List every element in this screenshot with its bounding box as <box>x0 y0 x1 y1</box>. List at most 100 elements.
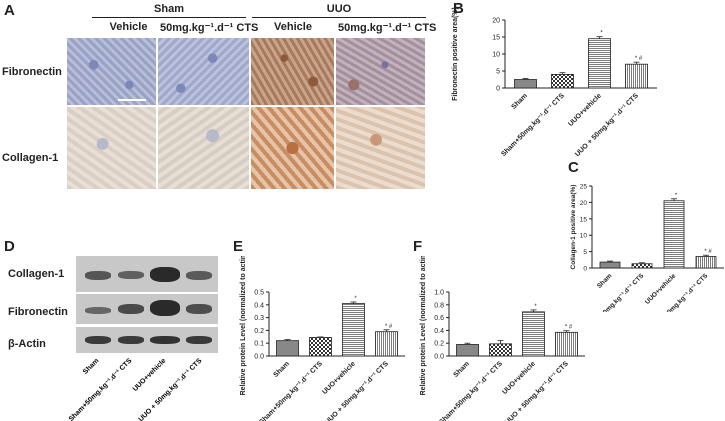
blot-band <box>118 271 144 279</box>
group-line-sham <box>92 17 246 18</box>
blot-band <box>150 267 180 282</box>
y-tick-label: 0.4 <box>434 328 444 335</box>
category-label: UUO+vehicle <box>567 92 603 128</box>
row-label-fibronectin: Fibronectin <box>2 66 62 78</box>
blot-lane-label: Sham+50mg.kg⁻¹.d⁻¹ CTS <box>68 357 134 421</box>
category-label: Sham+50mg.kg⁻¹.d⁻¹ CTS <box>500 92 566 158</box>
histology-uuo-vehicle-fibronectin <box>250 37 335 106</box>
blot-band <box>85 336 111 344</box>
panel-f-letter: F <box>413 238 423 255</box>
y-tick-label: 0 <box>583 266 587 273</box>
significance-marker: * # <box>565 325 573 331</box>
panel-c-letter: C <box>568 159 579 176</box>
bar <box>695 256 717 269</box>
blot-strip-collagen <box>76 256 218 292</box>
bar <box>522 311 545 357</box>
y-tick-label: 15 <box>580 216 588 223</box>
bar <box>551 74 574 89</box>
blot-strip-actin <box>76 327 218 353</box>
blot-band <box>118 304 144 314</box>
blot-lane-label: UUO+vehicle <box>132 357 168 393</box>
y-axis-label: Relative protein Level (normalized to ac… <box>240 256 247 395</box>
bar <box>489 343 512 357</box>
col-label-4: 50mg.kg⁻¹.d⁻¹ CTS <box>338 22 437 34</box>
category-label: UUO + 50mg.kg⁻¹.d⁻¹ CTS <box>504 360 570 421</box>
blot-band <box>186 304 212 314</box>
histology-sham-vehicle-fibronectin <box>66 37 157 106</box>
y-axis-label: Relative protein Level (normalized to ac… <box>420 256 427 395</box>
y-tick-label: 0 <box>496 86 500 93</box>
y-tick-label: 0.2 <box>254 328 264 335</box>
bar <box>276 340 299 357</box>
blot-label-collagen: Collagen-1 <box>8 268 65 280</box>
histology-uuo-vehicle-collagen <box>250 106 335 190</box>
y-tick-label: 10 <box>580 233 588 240</box>
blot-lane-label: Sham <box>82 357 100 375</box>
histology-sham-vehicle-collagen <box>66 106 157 190</box>
panel-b-letter: B <box>453 0 464 17</box>
bar <box>625 63 648 89</box>
category-label: Sham <box>272 360 290 378</box>
y-tick-label: 20 <box>580 200 588 207</box>
blot-band <box>118 336 144 344</box>
category-label: Sham <box>452 360 470 378</box>
y-tick-label: 0.6 <box>434 315 444 322</box>
significance-marker: * <box>354 296 357 302</box>
blot-band <box>85 271 111 280</box>
col-label-1: Vehicle <box>109 21 148 33</box>
row-label-collagen: Collagen-1 <box>2 152 59 164</box>
y-tick-label: 0.4 <box>254 302 264 309</box>
significance-marker: * <box>600 31 603 37</box>
significance-marker: * <box>675 193 678 199</box>
col-label-3: Vehicle <box>274 21 312 33</box>
bar <box>599 261 621 269</box>
blot-band <box>186 336 212 344</box>
y-axis-label: Fibronectin positive area(%) <box>452 7 459 101</box>
y-tick-label: 0.3 <box>254 315 264 322</box>
bar <box>588 38 611 89</box>
panel-e-letter: E <box>233 238 244 255</box>
col-label-2: 50mg.kg⁻¹.d⁻¹ CTS <box>160 22 259 34</box>
bar <box>514 79 537 89</box>
y-axis-label: Collagen-1 positive area(%) <box>570 185 577 270</box>
group-label-sham: Sham <box>154 3 184 15</box>
histology-uuo-cts-collagen <box>335 106 426 190</box>
category-label: UUO+vehicle <box>644 272 678 306</box>
y-tick-label: 25 <box>580 184 588 191</box>
histology-sham-cts-collagen <box>157 106 250 190</box>
y-tick-label: 20 <box>492 18 500 25</box>
significance-marker: * # <box>385 324 393 330</box>
y-tick-label: 10 <box>492 52 500 59</box>
significance-marker: * # <box>704 249 712 255</box>
category-label: UUO + 50mg.kg⁻¹.d⁻¹ CTS <box>574 92 640 158</box>
panel-a-letter: A <box>4 2 15 19</box>
category-label: UUO + 50mg.kg⁻¹.d⁻¹ CTS <box>324 360 390 421</box>
y-tick-label: 0.8 <box>434 302 444 309</box>
group-label-uuo: UUO <box>326 3 352 15</box>
chart-f: 0.0 0.2 0.4 0.6 0.8 1.0 Relative protein Level… <box>420 256 585 421</box>
y-tick-label: 15 <box>492 35 500 42</box>
bar <box>309 337 332 357</box>
blot-band <box>150 300 180 316</box>
category-label: Sham <box>510 92 528 110</box>
group-line-uuo <box>252 17 426 18</box>
y-tick-label: 1.0 <box>434 290 444 297</box>
blot-band <box>186 271 212 280</box>
y-tick-label: 0.0 <box>254 354 264 361</box>
category-label: UUO+vehicle <box>321 360 357 396</box>
chart-e: 0.0 0.1 0.2 0.3 0.4 0.5 Relative protein Level… <box>240 256 405 421</box>
significance-marker: * <box>534 304 537 310</box>
category-label: UUO+vehicle <box>501 360 537 396</box>
blot-lane-labels: Sham Sham+50mg.kg⁻¹.d⁻¹ CTS UUO+vehicle … <box>68 357 204 421</box>
chart-b: 0 5 10 15 20 Fibronectin positive area(%) Sham… <box>452 7 657 158</box>
histology-sham-cts-fibronectin <box>157 37 250 106</box>
bar <box>663 200 685 269</box>
significance-marker: * # <box>635 56 643 62</box>
blot-strip-fibronectin <box>76 294 218 324</box>
blot-label-actin: β-Actin <box>8 338 46 350</box>
bar <box>456 344 479 357</box>
scale-bar <box>118 99 146 101</box>
blot-band <box>150 336 180 344</box>
y-tick-label: 5 <box>583 249 587 256</box>
